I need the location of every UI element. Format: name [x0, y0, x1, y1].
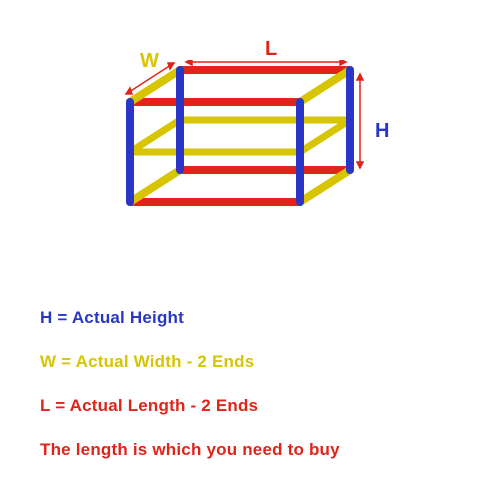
- box-frame-diagram: [120, 60, 380, 260]
- label-L: L: [265, 38, 277, 61]
- legend-height: H = Actual Height: [40, 308, 184, 328]
- label-H: H: [375, 120, 389, 143]
- label-W: W: [140, 50, 159, 73]
- legend-note: The length is which you need to buy: [40, 440, 340, 460]
- figure-container: W L H H = Actual Height W = Actual Width…: [0, 0, 500, 500]
- legend-width: W = Actual Width - 2 Ends: [40, 352, 254, 372]
- box-frame-svg: [120, 60, 380, 260]
- legend-length: L = Actual Length - 2 Ends: [40, 396, 258, 416]
